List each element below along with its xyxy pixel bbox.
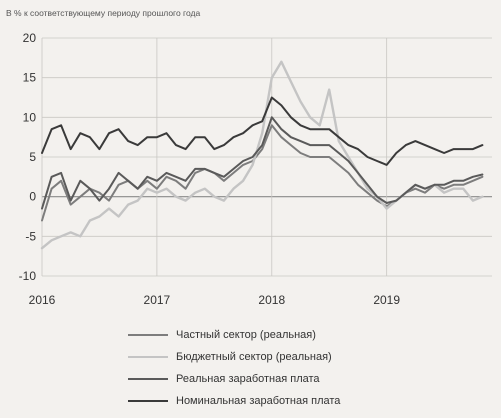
series-line-1	[41, 124, 484, 222]
x-tick-label: 2018	[258, 293, 285, 307]
series-layer	[40, 60, 484, 250]
x-tick-label: 2017	[144, 293, 171, 307]
legend-item: Номинальная заработная плата	[128, 390, 428, 412]
x-tick-label: 2016	[29, 293, 56, 307]
legend-swatch	[128, 356, 168, 358]
x-tick-label: 2019	[373, 293, 400, 307]
legend-item: Реальная заработная плата	[128, 368, 428, 390]
legend: Частный сектор (реальная) Бюджетный секто…	[128, 324, 428, 412]
chart-subtitle: В % к соответствующему периоду прошлого …	[6, 8, 201, 18]
y-tick-label: -5	[25, 229, 36, 243]
legend-item: Частный сектор (реальная)	[128, 324, 428, 346]
series-line-4	[41, 96, 484, 166]
y-tick-label: -10	[19, 269, 37, 283]
legend-label: Номинальная заработная плата	[176, 395, 341, 407]
grid-layer	[41, 37, 492, 277]
legend-label: Частный сектор (реальная)	[176, 329, 316, 341]
series-line-2	[40, 60, 484, 250]
y-tick-label: 15	[23, 71, 37, 85]
legend-swatch	[128, 334, 168, 336]
y-tick-label: 10	[23, 110, 37, 124]
legend-label: Бюджетный сектор (реальная)	[176, 351, 332, 363]
y-tick-label: 0	[29, 190, 36, 204]
series-line-3	[41, 116, 484, 210]
legend-swatch	[128, 378, 168, 380]
legend-item: Бюджетный сектор (реальная)	[128, 346, 428, 368]
y-tick-label: 20	[23, 31, 37, 45]
legend-swatch	[128, 400, 168, 402]
legend-label: Реальная заработная плата	[176, 373, 320, 385]
y-tick-label: 5	[29, 150, 36, 164]
axis-layer: -10 -5 0 5 10 15 20 2016 2017 2018 2019	[19, 31, 401, 307]
